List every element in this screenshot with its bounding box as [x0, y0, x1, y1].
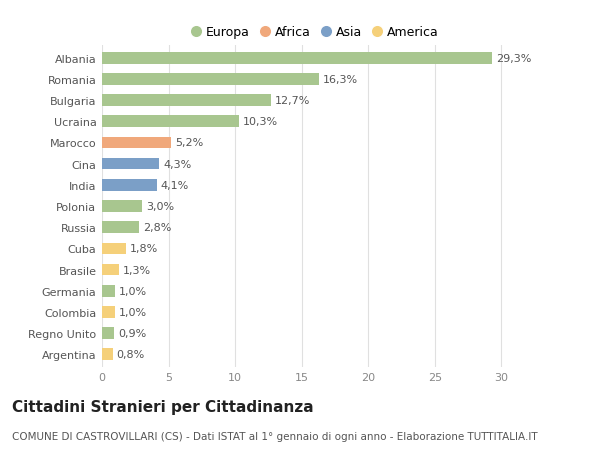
- Text: 5,2%: 5,2%: [175, 138, 203, 148]
- Bar: [102, 158, 159, 170]
- Text: 4,3%: 4,3%: [163, 159, 191, 169]
- Bar: [102, 222, 139, 234]
- Bar: [102, 116, 239, 128]
- Text: 1,3%: 1,3%: [124, 265, 151, 275]
- Text: 0,8%: 0,8%: [116, 349, 145, 359]
- Text: 1,8%: 1,8%: [130, 244, 158, 254]
- Bar: [102, 53, 492, 64]
- Bar: [102, 74, 319, 85]
- Bar: [102, 285, 115, 297]
- Bar: [102, 307, 115, 318]
- Bar: [102, 328, 114, 339]
- Text: 3,0%: 3,0%: [146, 202, 174, 212]
- Bar: [102, 137, 171, 149]
- Text: Cittadini Stranieri per Cittadinanza: Cittadini Stranieri per Cittadinanza: [12, 399, 314, 414]
- Text: COMUNE DI CASTROVILLARI (CS) - Dati ISTAT al 1° gennaio di ogni anno - Elaborazi: COMUNE DI CASTROVILLARI (CS) - Dati ISTA…: [12, 431, 538, 442]
- Bar: [102, 179, 157, 191]
- Bar: [102, 264, 119, 276]
- Bar: [102, 95, 271, 106]
- Bar: [102, 243, 126, 255]
- Text: 1,0%: 1,0%: [119, 286, 148, 296]
- Text: 0,9%: 0,9%: [118, 328, 146, 338]
- Text: 16,3%: 16,3%: [323, 75, 358, 85]
- Text: 10,3%: 10,3%: [243, 117, 278, 127]
- Text: 2,8%: 2,8%: [143, 223, 172, 233]
- Text: 12,7%: 12,7%: [275, 96, 310, 106]
- Bar: [102, 349, 113, 360]
- Legend: Europa, Africa, Asia, America: Europa, Africa, Asia, America: [191, 27, 439, 39]
- Text: 29,3%: 29,3%: [496, 54, 532, 64]
- Bar: [102, 201, 142, 213]
- Text: 1,0%: 1,0%: [119, 307, 148, 317]
- Text: 4,1%: 4,1%: [161, 180, 189, 190]
